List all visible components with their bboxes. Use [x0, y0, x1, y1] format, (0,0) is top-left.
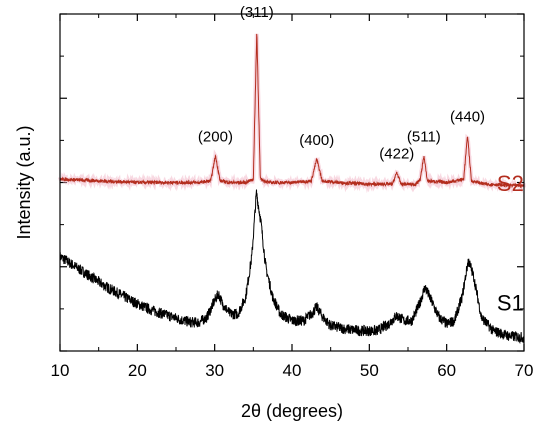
peak-label: (440): [450, 108, 485, 125]
labels-layer: (200) (311) (400) (422)(511) (440) S1 S2: [198, 4, 524, 316]
y-axis-label: Intensity (a.u.): [14, 125, 34, 239]
ticks-layer: 10 20 30 40 50 60 70: [51, 13, 534, 380]
series-s1-line: [59, 189, 525, 345]
series-layer: [58, 33, 526, 345]
series-label-s1: S1: [497, 291, 524, 316]
x-tick-label: 30: [205, 361, 224, 380]
x-tick-label: 50: [360, 361, 379, 380]
x-tick-label: 20: [128, 361, 147, 380]
peak-label: (200): [198, 129, 233, 146]
x-tick-label: 70: [515, 361, 534, 380]
plot-frame: [59, 13, 525, 352]
peak-label: (400): [299, 132, 334, 149]
series-label-s2: S2: [497, 171, 524, 196]
x-tick-label: 60: [437, 361, 456, 380]
x-axis-label: 2θ (degrees): [241, 401, 343, 421]
x-tick-label: 10: [51, 361, 70, 380]
peak-label: (311): [240, 4, 274, 21]
series-s2-line: [59, 33, 525, 189]
peak-label: (511): [407, 129, 441, 146]
peak-label: (422): [379, 145, 414, 162]
x-tick-label: 40: [283, 361, 302, 380]
